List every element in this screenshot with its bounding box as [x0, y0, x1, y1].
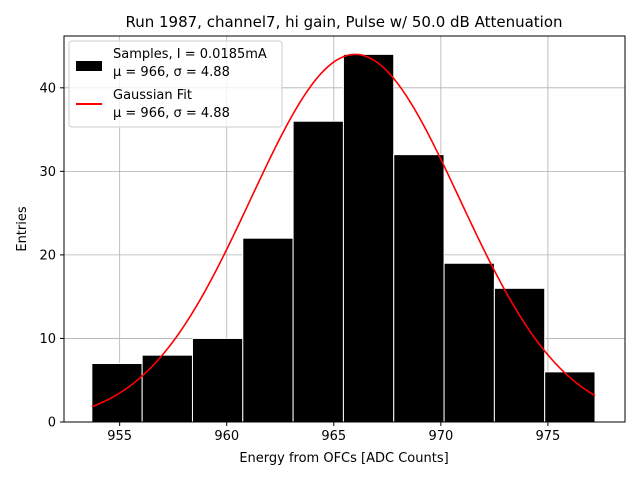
x-tick-label: 960	[214, 429, 239, 444]
legend-fit-label: Gaussian Fit	[113, 88, 192, 103]
x-tick-label: 955	[107, 429, 132, 444]
histogram-bar	[191, 337, 244, 423]
y-tick-label: 30	[39, 165, 56, 180]
legend-samples-label: Samples, I = 0.0185mA	[113, 47, 267, 62]
y-tick-label: 40	[39, 81, 56, 96]
y-axis-label: Entries	[15, 206, 30, 252]
histogram-bar	[141, 354, 193, 423]
histogram-bar	[342, 53, 395, 423]
plot-frame	[63, 35, 626, 423]
legend-samples-stats: μ = 966, σ = 4.88	[113, 65, 230, 80]
gaussian-fit	[91, 53, 596, 408]
legend-fit-stats: μ = 966, σ = 4.88	[113, 106, 230, 121]
histogram-bars	[91, 53, 596, 423]
gaussian-fit-curve	[91, 53, 596, 408]
x-axis-ticks: 955 960 965 970 975	[107, 422, 560, 444]
legend: Samples, I = 0.0185mA μ = 966, σ = 4.88 …	[68, 40, 283, 128]
y-tick-label: 0	[48, 416, 56, 431]
x-tick-label: 970	[428, 429, 453, 444]
y-tick-label: 20	[39, 248, 56, 263]
chart-title: Run 1987, channel7, hi gain, Pulse w/ 50…	[125, 13, 562, 31]
y-tick-label: 10	[39, 332, 56, 347]
histogram-bar	[242, 237, 294, 423]
legend-box	[68, 40, 283, 128]
histogram-bar	[493, 287, 546, 423]
x-tick-label: 975	[536, 429, 561, 444]
histogram-bar	[544, 371, 596, 423]
histogram-bar	[292, 120, 344, 423]
x-tick-label: 965	[321, 429, 346, 444]
histogram-bar	[91, 363, 143, 423]
x-axis-label: Energy from OFCs [ADC Counts]	[239, 451, 448, 466]
histogram-bar	[443, 262, 495, 423]
legend-bar-swatch	[76, 61, 102, 71]
y-axis-ticks: 0 10 20 30 40	[39, 81, 64, 431]
histogram-bar	[393, 154, 445, 423]
